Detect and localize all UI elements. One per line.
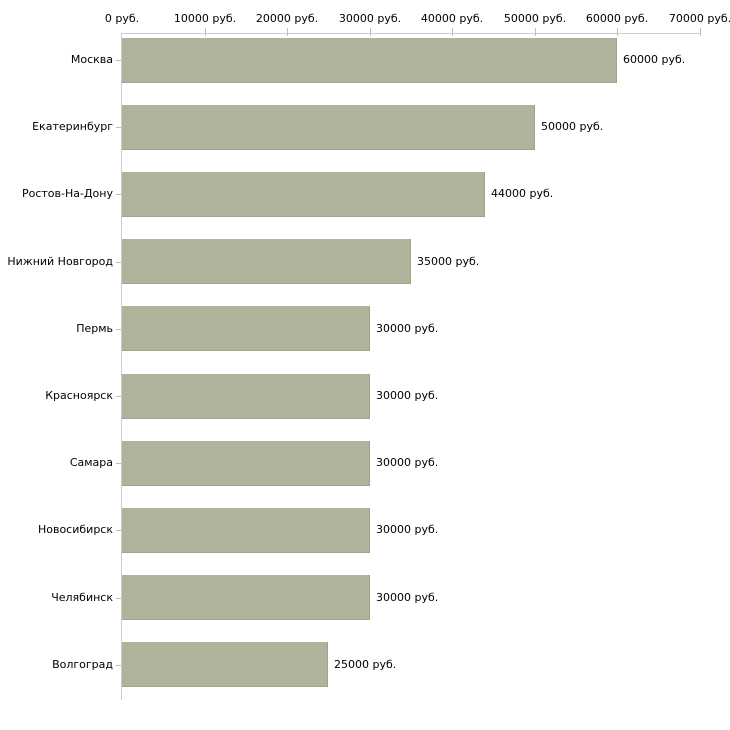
x-axis-tick-mark (535, 28, 536, 36)
value-label: 60000 руб. (623, 53, 686, 66)
category-label: Ростов-На-Дону (21, 187, 113, 200)
x-axis-line (121, 33, 701, 34)
category-label: Москва (70, 53, 113, 66)
y-axis-tick-mark (116, 463, 121, 464)
value-label: 30000 руб. (376, 591, 439, 604)
x-axis-tick-label: 0 руб. (104, 12, 140, 25)
value-label: 30000 руб. (376, 322, 439, 335)
x-axis-tick-label: 30000 руб. (338, 12, 402, 25)
x-axis-tick-label: 10000 руб. (173, 12, 237, 25)
category-label: Екатеринбург (32, 120, 113, 133)
y-axis-tick-mark (116, 60, 121, 61)
bar (122, 105, 535, 150)
value-label: 44000 руб. (491, 187, 554, 200)
x-axis-tick-label: 40000 руб. (420, 12, 484, 25)
bar (122, 374, 370, 419)
y-axis-tick-mark (116, 329, 121, 330)
category-label: Волгоград (52, 658, 113, 671)
bar (122, 575, 370, 620)
value-label: 25000 руб. (334, 658, 397, 671)
x-axis-tick-mark (370, 28, 371, 36)
x-axis-tick-label: 70000 руб. (668, 12, 730, 25)
bar (122, 38, 617, 83)
y-axis-tick-mark (116, 396, 121, 397)
category-label: Красноярск (45, 389, 113, 402)
category-label: Пермь (76, 322, 113, 335)
value-label: 30000 руб. (376, 523, 439, 536)
y-axis-tick-mark (116, 598, 121, 599)
category-label: Новосибирск (37, 523, 113, 536)
bar (122, 239, 411, 284)
y-axis-tick-mark (116, 194, 121, 195)
x-axis-tick-label: 20000 руб. (255, 12, 319, 25)
y-axis-tick-mark (116, 665, 121, 666)
x-axis-tick-mark (205, 28, 206, 36)
y-axis-tick-mark (116, 530, 121, 531)
category-label: Самара (69, 456, 113, 469)
bar (122, 306, 370, 351)
x-axis-tick-mark (287, 28, 288, 36)
x-axis-tick-mark (617, 28, 618, 36)
x-axis-tick-mark (700, 28, 701, 36)
value-label: 30000 руб. (376, 456, 439, 469)
bar (122, 642, 328, 687)
x-axis-tick-label: 60000 руб. (585, 12, 649, 25)
y-axis-tick-mark (116, 127, 121, 128)
value-label: 35000 руб. (417, 255, 480, 268)
bar (122, 441, 370, 486)
value-label: 30000 руб. (376, 389, 439, 402)
value-label: 50000 руб. (541, 120, 604, 133)
bar (122, 172, 485, 217)
category-label: Челябинск (51, 591, 113, 604)
y-axis-tick-mark (116, 262, 121, 263)
y-axis-line (121, 33, 122, 700)
x-axis-tick-mark (452, 28, 453, 36)
category-label: Нижний Новгород (7, 255, 113, 268)
x-axis-tick-label: 50000 руб. (503, 12, 567, 25)
bar (122, 508, 370, 553)
